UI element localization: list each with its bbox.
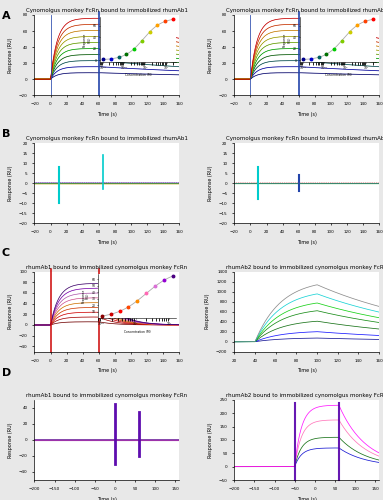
Y-axis label: Response (RU): Response (RU)	[205, 294, 211, 330]
X-axis label: Time (s): Time (s)	[97, 240, 117, 245]
Title: rhumAb2 bound to immobilized cynomolgus monkey FcRn: rhumAb2 bound to immobilized cynomolgus …	[226, 393, 383, 398]
Title: rhumAb1 bound to immobilized cynomolgus monkey FcRn: rhumAb1 bound to immobilized cynomolgus …	[26, 393, 187, 398]
X-axis label: Time (s): Time (s)	[97, 496, 117, 500]
Y-axis label: Response (RU): Response (RU)	[208, 422, 213, 458]
Y-axis label: Response (RU): Response (RU)	[208, 38, 213, 73]
Text: A: A	[2, 11, 11, 21]
Title: rhumAb2 bound to immobilized cynomolgus monkey FcRn: rhumAb2 bound to immobilized cynomolgus …	[226, 265, 383, 270]
X-axis label: Time (s): Time (s)	[297, 368, 317, 373]
Title: rhumAb1 bound to immobilized cynomolgus monkey FcRn: rhumAb1 bound to immobilized cynomolgus …	[26, 265, 187, 270]
X-axis label: Time (s): Time (s)	[297, 112, 317, 116]
Y-axis label: Response (RU): Response (RU)	[8, 166, 13, 201]
X-axis label: Time (s): Time (s)	[97, 112, 117, 116]
X-axis label: Time (s): Time (s)	[297, 240, 317, 245]
Y-axis label: Response (RU): Response (RU)	[8, 38, 13, 73]
Text: D: D	[2, 368, 11, 378]
Y-axis label: Response (RU): Response (RU)	[8, 422, 13, 458]
Y-axis label: Response (RU): Response (RU)	[8, 294, 13, 330]
X-axis label: Time (s): Time (s)	[97, 368, 117, 373]
X-axis label: Time (s): Time (s)	[297, 496, 317, 500]
Title: Cynomolgus monkey FcRn bound to immobilized rhumAb1: Cynomolgus monkey FcRn bound to immobili…	[26, 8, 188, 13]
Y-axis label: Response (RU): Response (RU)	[208, 166, 213, 201]
Title: Cynomolgus monkey FcRn bound to immobilized rhumAb2: Cynomolgus monkey FcRn bound to immobili…	[226, 8, 383, 13]
Title: Cynomolgus monkey FcRn bound to immobilized rhumAb1: Cynomolgus monkey FcRn bound to immobili…	[26, 136, 188, 141]
Title: Cynomolgus monkey FcRn bound to immobilized rhumAb2: Cynomolgus monkey FcRn bound to immobili…	[226, 136, 383, 141]
Text: B: B	[2, 129, 10, 139]
Text: C: C	[2, 248, 10, 258]
